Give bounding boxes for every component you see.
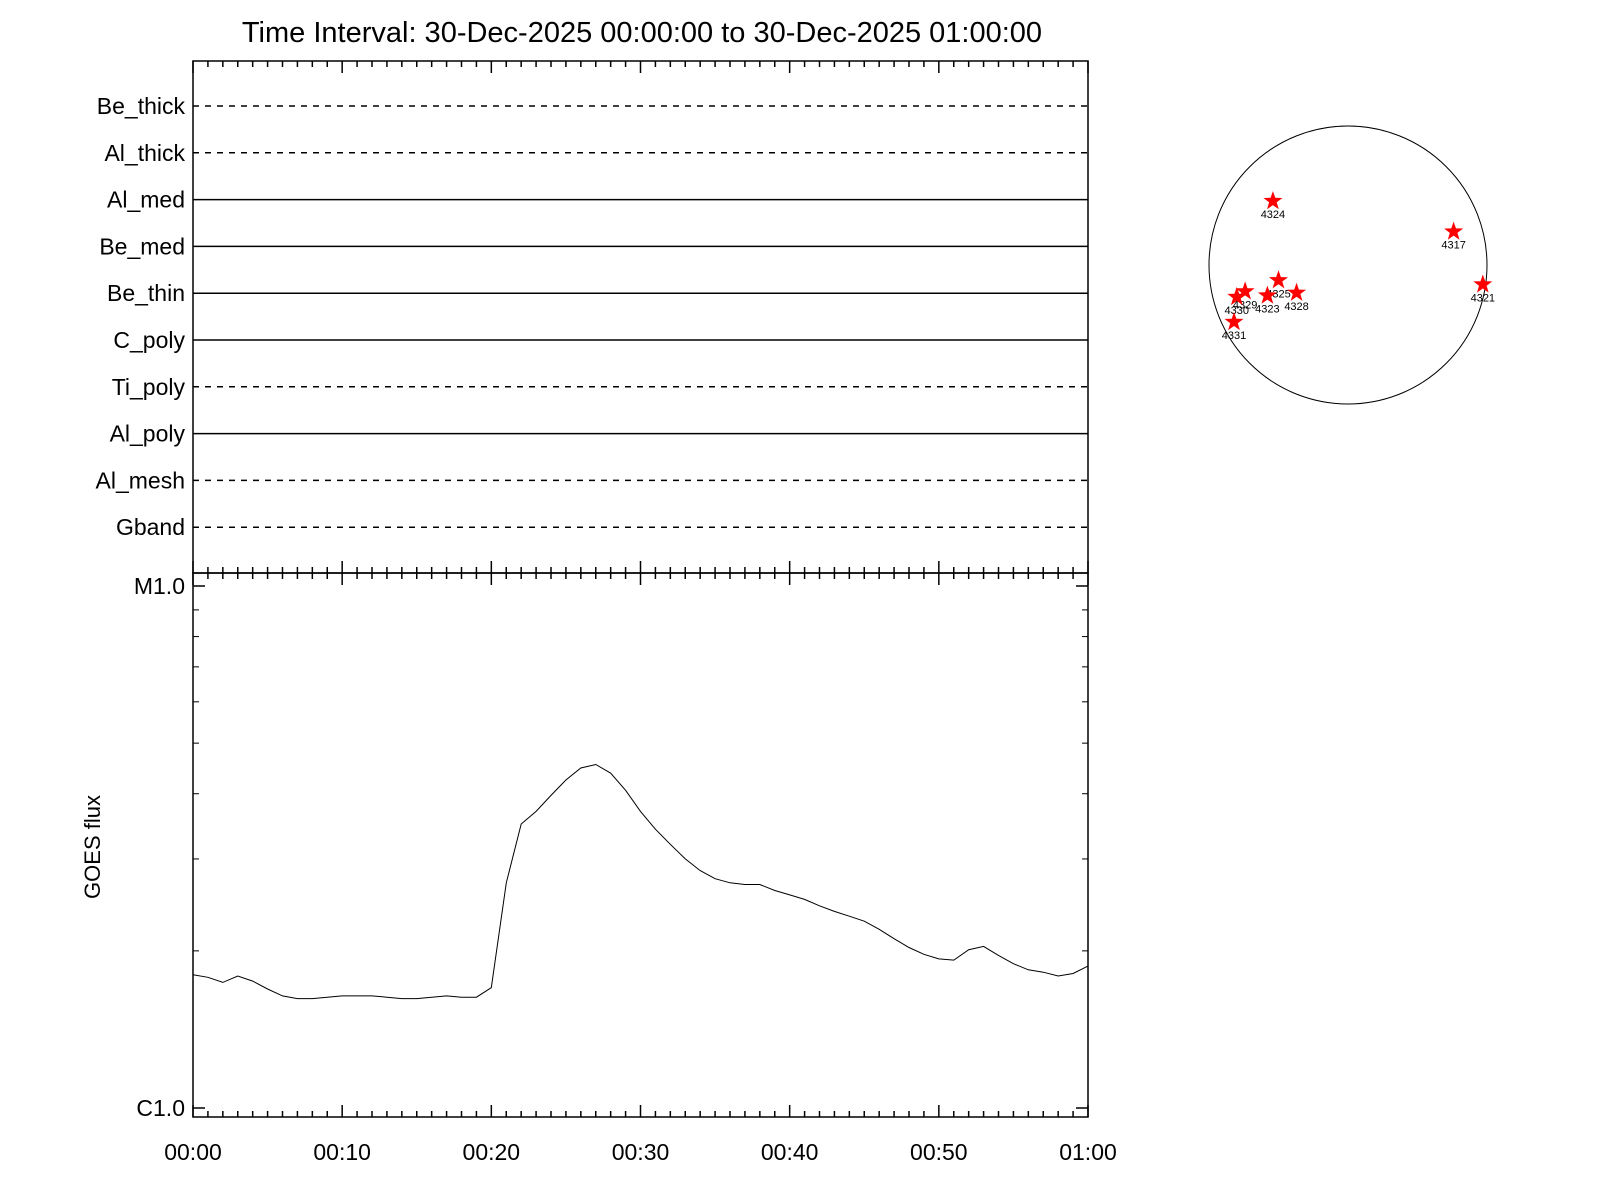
x-tick-labels: 00:00 00:10 00:20 00:30 00:40 00:50 01:00 bbox=[164, 1139, 1117, 1165]
y-tick-label: C1.0 bbox=[136, 1095, 185, 1121]
channel-label: Al_poly bbox=[110, 421, 186, 447]
active-region-label: 4317 bbox=[1441, 240, 1465, 252]
x-tick-label: 00:30 bbox=[612, 1139, 670, 1165]
channel-label: Al_med bbox=[107, 187, 185, 213]
goes-flux-panel: 00:00 00:10 00:20 00:30 00:40 00:50 01:00 C1.0… bbox=[80, 572, 1117, 1165]
channel-label: Ti_poly bbox=[112, 374, 186, 400]
active-region-label: 4328 bbox=[1284, 301, 1308, 313]
channel-label: Al_mesh bbox=[96, 467, 185, 493]
channel-rows: Be_thick Al_thick Al_med Be_med Be_thin C_pol… bbox=[96, 93, 1088, 540]
goes-flux-series-line bbox=[192, 763, 1089, 1000]
active-region-label: 4330 bbox=[1225, 305, 1249, 317]
channel-panel-ticks bbox=[192, 61, 1089, 573]
channel-label: Be_thick bbox=[97, 93, 186, 119]
x-tick-label: 01:00 bbox=[1059, 1139, 1117, 1165]
filter-channel-panel: Be_thick Al_thick Al_med Be_med Be_thin C_pol… bbox=[96, 60, 1089, 574]
y-axis-label: GOES flux bbox=[80, 795, 105, 899]
x-tick-label: 00:00 bbox=[164, 1139, 222, 1165]
x-tick-label: 00:40 bbox=[761, 1139, 819, 1165]
channel-label: Gband bbox=[116, 514, 185, 540]
channel-label: Be_thin bbox=[107, 280, 185, 306]
active-region-star-icon bbox=[1473, 274, 1493, 293]
x-tick-label: 00:10 bbox=[313, 1139, 371, 1165]
x-tick-label: 00:50 bbox=[910, 1139, 968, 1165]
x-tick-label: 00:20 bbox=[463, 1139, 521, 1165]
y-tick-labels: C1.0 M1.0 bbox=[134, 573, 185, 1121]
y-tick-label: M1.0 bbox=[134, 573, 185, 599]
active-region-star-icon bbox=[1235, 281, 1255, 300]
active-region-star-icon bbox=[1227, 287, 1247, 306]
active-region-star-icon bbox=[1257, 285, 1277, 304]
active-region-label: 4325 bbox=[1266, 288, 1290, 300]
active-region-label: 4323 bbox=[1255, 304, 1279, 316]
channel-label: Be_med bbox=[99, 233, 185, 259]
solar-disk-outline bbox=[1208, 125, 1488, 405]
active-region-star-icon bbox=[1224, 312, 1244, 331]
active-region-label: 4331 bbox=[1222, 330, 1246, 342]
channel-label: Al_thick bbox=[104, 140, 185, 166]
plot-title: Time Interval: 30-Dec-2025 00:00:00 to 3… bbox=[242, 17, 1042, 49]
channel-panel-frame bbox=[192, 60, 1089, 574]
active-region-label: 4324 bbox=[1261, 209, 1285, 221]
active-region-star-icon bbox=[1269, 270, 1288, 289]
active-region-star-icon bbox=[1263, 191, 1283, 210]
goes-panel-ticks bbox=[192, 573, 1089, 1117]
active-region-label: 4321 bbox=[1471, 292, 1495, 304]
goes-panel-frame bbox=[192, 572, 1089, 1118]
channel-label: C_poly bbox=[113, 327, 185, 353]
active-region-star-icon bbox=[1287, 282, 1307, 301]
active-region-star-icon bbox=[1444, 221, 1464, 240]
